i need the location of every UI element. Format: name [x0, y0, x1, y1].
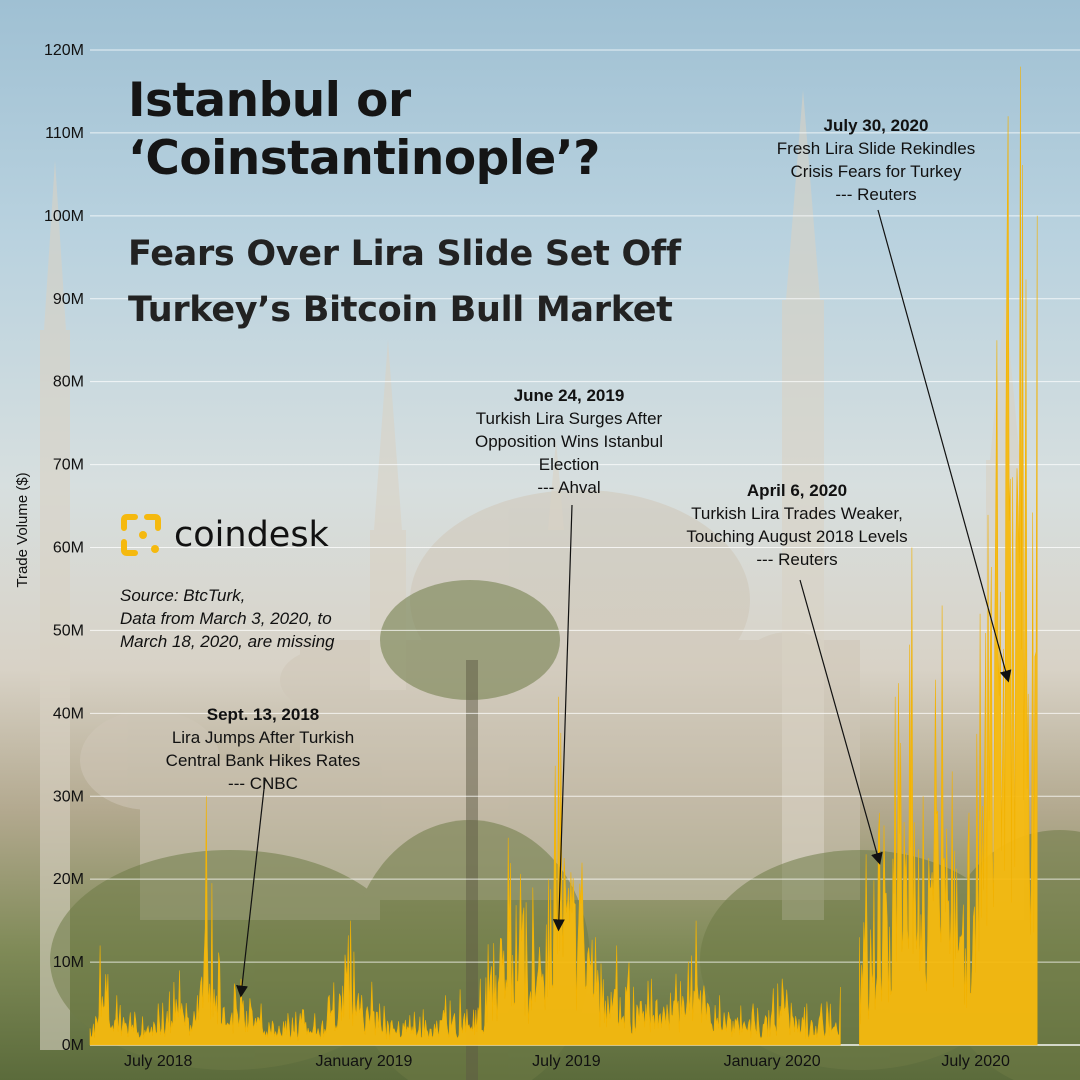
coindesk-logo: coindesk: [120, 514, 329, 556]
y-tick-label: 110M: [45, 125, 84, 142]
x-tick-label: January 2020: [724, 1053, 821, 1070]
annotation-date: April 6, 2020: [746, 481, 848, 500]
annotation-text: Election: [538, 455, 600, 474]
y-tick-label: 90M: [53, 291, 84, 308]
volume-area: [89, 696, 841, 1046]
y-tick-label: 120M: [44, 42, 84, 59]
annotation-text: Fresh Lira Slide Rekindles: [776, 139, 976, 158]
source-note: Source: BtcTurk, Data from March 3, 2020…: [120, 584, 380, 653]
annotation-source: --- Ahval: [537, 478, 601, 497]
y-tick-label: 50M: [53, 622, 84, 639]
annotation-date: Sept. 13, 2018: [206, 705, 320, 724]
annotation-source: --- Reuters: [835, 185, 917, 204]
volume-area: [859, 66, 1038, 1046]
annotation-sept-2018: Sept. 13, 2018 Lira Jumps After Turkish …: [140, 703, 386, 795]
annotation-text: Opposition Wins Istanbul: [474, 432, 664, 451]
subheadline-line-2: Turkey’s Bitcoin Bull Market: [128, 290, 673, 330]
annotation-july-2020: July 30, 2020 Fresh Lira Slide Rekindles…: [752, 114, 1000, 206]
x-tick-label: July 2019: [532, 1053, 601, 1070]
x-tick-label: July 2020: [941, 1053, 1010, 1070]
annotation-text: Touching August 2018 Levels: [686, 527, 908, 546]
headline: Istanbul or ‘Coinstantinople’?: [128, 72, 600, 188]
annotation-text: Crisis Fears for Turkey: [790, 162, 962, 181]
headline-line-1: Istanbul or: [128, 73, 411, 128]
y-tick-label: 10M: [53, 954, 84, 971]
annotation-text: Lira Jumps After Turkish: [171, 728, 355, 747]
annotation-source: --- CNBC: [228, 774, 298, 793]
annotation-text: Turkish Lira Trades Weaker,: [691, 504, 903, 523]
annotation-arrow: [552, 504, 573, 932]
subheadline-line-1: Fears Over Lira Slide Set Off: [128, 234, 681, 274]
annotation-date: July 30, 2020: [823, 116, 929, 135]
annotation-source: --- Reuters: [756, 550, 838, 569]
headline-line-2: ‘Coinstantinople’?: [128, 131, 600, 186]
y-tick-label: 60M: [53, 540, 84, 557]
coindesk-logo-icon: [121, 514, 161, 556]
x-tick-label: January 2019: [315, 1053, 412, 1070]
annotation-arrow: [236, 779, 266, 998]
y-tick-label: 0M: [62, 1037, 84, 1054]
y-tick-label: 40M: [53, 705, 84, 722]
annotation-june-2019: June 24, 2019 Turkish Lira Surges After …: [449, 384, 689, 499]
annotation-arrow: [799, 579, 883, 865]
subheadline: Fears Over Lira Slide Set Off Turkey’s B…: [128, 226, 681, 338]
y-tick-label: 100M: [44, 208, 84, 225]
source-line-2: Data from March 3, 2020, to: [120, 609, 332, 628]
source-line-1: Source: BtcTurk,: [120, 586, 246, 605]
annotation-date: June 24, 2019: [513, 386, 625, 405]
annotation-text: Central Bank Hikes Rates: [165, 751, 361, 770]
y-tick-label: 80M: [53, 374, 84, 391]
y-tick-label: 70M: [53, 457, 84, 474]
brand-name: coindesk: [174, 515, 329, 555]
x-tick-label: July 2018: [124, 1053, 193, 1070]
annotation-text: Turkish Lira Surges After: [475, 409, 663, 428]
y-tick-label: 30M: [53, 788, 84, 805]
annotation-april-2020: April 6, 2020 Turkish Lira Trades Weaker…: [666, 479, 928, 571]
y-axis-label: Trade Volume ($): [14, 472, 31, 587]
y-tick-label: 20M: [53, 871, 84, 888]
source-line-3: March 18, 2020, are missing: [120, 632, 335, 651]
annotation-arrow: [877, 209, 1012, 683]
